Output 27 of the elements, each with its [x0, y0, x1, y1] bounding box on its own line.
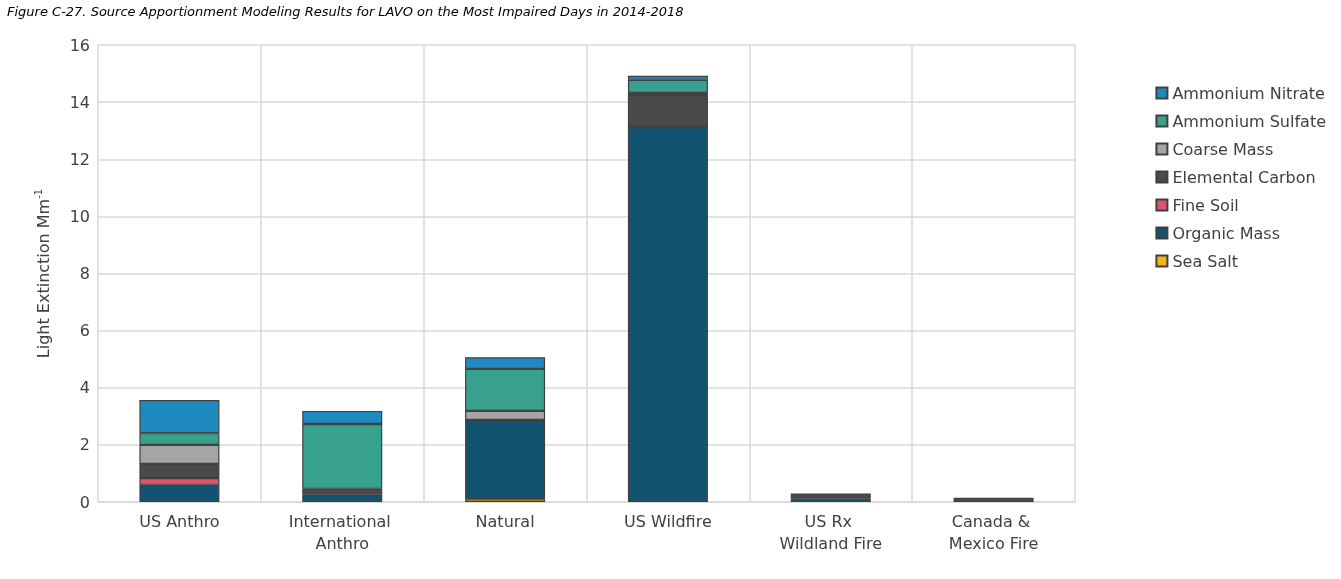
y-tick-label: 10 — [69, 206, 90, 226]
legend-label: Ammonium Nitrate — [1172, 83, 1325, 103]
x-tick-label: International Anthro — [288, 511, 396, 553]
y-axis-title: Light Extinction Mm-1 — [32, 188, 53, 359]
bar — [953, 497, 1034, 502]
chart-title: Figure C-27. Source Apportionment Modeling Results for LAVO on the Most Impaired Days in 2014-2018 — [7, 4, 684, 19]
legend-label: Elemental Carbon — [1172, 167, 1316, 187]
x-tick-label: Natural — [475, 511, 535, 531]
y-tick-label: 12 — [69, 149, 90, 169]
y-tick-label: 6 — [79, 321, 90, 341]
x-tick-label: US Rx Wildland Fire — [779, 511, 883, 553]
y-tick-label: 4 — [79, 378, 90, 398]
bar — [627, 79, 708, 93]
y-tick-label: 14 — [69, 92, 90, 112]
y-tick-label: 8 — [79, 264, 90, 283]
y-tick-label: 16 — [69, 35, 90, 55]
legend-label: Ammonium Sulfate — [1172, 111, 1327, 131]
legend-label: Coarse Mass — [1172, 139, 1274, 159]
x-tick-label: US Wildfire — [624, 511, 712, 531]
x-tick-label: US Anthro — [139, 511, 220, 531]
x-tick-label: Canada & Mexico Fire — [948, 511, 1039, 553]
legend-label: Organic Mass — [1172, 223, 1281, 243]
y-tick-label: 0 — [79, 492, 90, 512]
bar — [790, 493, 871, 499]
y-tick-label: 2 — [79, 435, 90, 455]
legend-label: Fine Soil — [1172, 195, 1239, 215]
legend-label: Sea Salt — [1172, 251, 1238, 271]
